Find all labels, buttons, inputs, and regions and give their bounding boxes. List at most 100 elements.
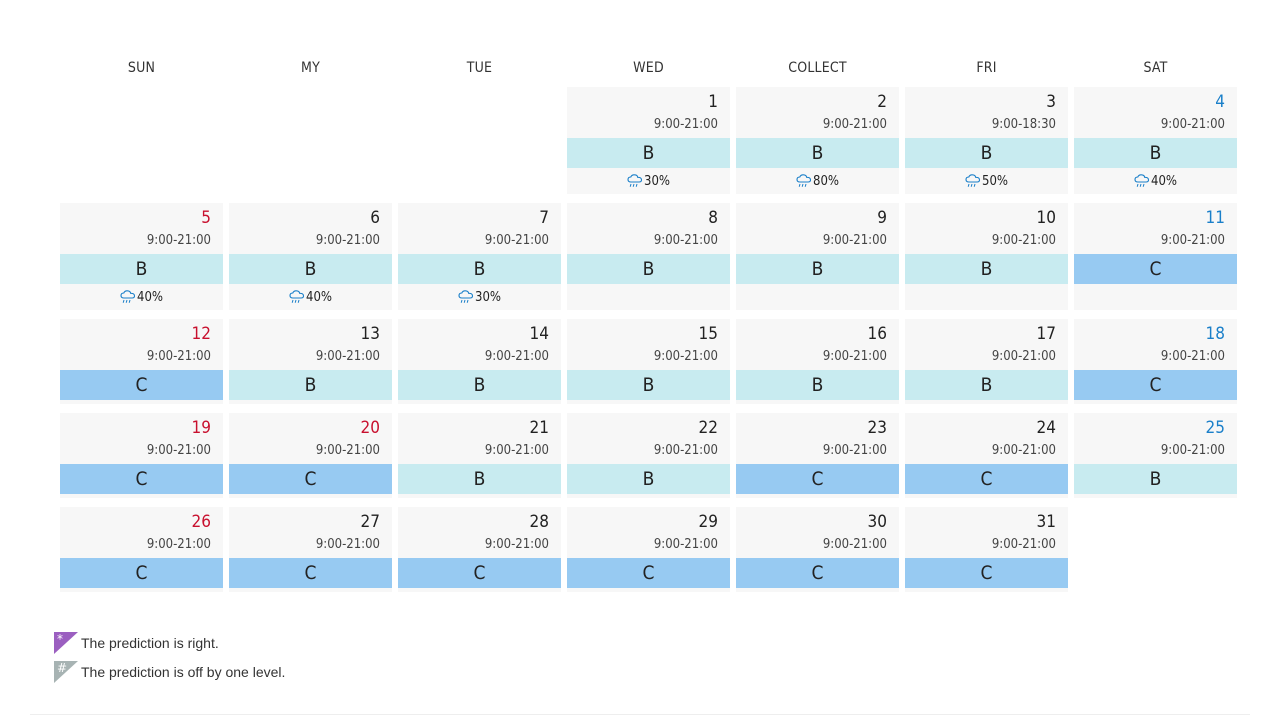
week-row: 19 9:00-21:00 C 20 9:00-21:00 C 21 9:00-21:00 B 2… [60, 413, 1237, 498]
day-number: 20 [360, 418, 380, 438]
rain-forecast-empty [905, 284, 1068, 310]
opening-hours: 9:00-21:00 [653, 233, 718, 248]
day-cell[interactable]: 21 9:00-21:00 B [398, 413, 561, 498]
day-number: 14 [529, 324, 549, 344]
day-cell[interactable]: 11 9:00-21:00 C [1074, 203, 1237, 310]
opening-hours: 9:00-21:00 [991, 233, 1056, 248]
week-row: 1 9:00-21:00 B 30% 2 9:00-21:00 B 80% 3 9:00-18:3… [60, 87, 1237, 194]
day-number: 28 [529, 512, 549, 532]
rain-forecast: 30% [567, 168, 730, 194]
legend-text: The prediction is off by one level. [81, 664, 286, 680]
calendar-grid: 1 9:00-21:00 B 30% 2 9:00-21:00 B 80% 3 9:00-18:3… [60, 87, 1237, 592]
weekday-thu: COLLECT [788, 60, 847, 76]
day-cell[interactable]: 12 9:00-21:00 C [60, 319, 223, 404]
weekday-sat: SAT [1143, 60, 1168, 76]
day-cell[interactable]: 19 9:00-21:00 C [60, 413, 223, 498]
day-cell[interactable]: 27 9:00-21:00 C [229, 507, 392, 592]
week-row: 12 9:00-21:00 C 13 9:00-21:00 B 14 9:00-21:00 B 1… [60, 319, 1237, 404]
day-cell[interactable]: 6 9:00-21:00 B 40% [229, 203, 392, 310]
day-number: 27 [360, 512, 380, 532]
rain-cloud-icon [120, 290, 137, 304]
opening-hours: 9:00-21:00 [146, 233, 211, 248]
opening-hours: 9:00-21:00 [822, 349, 887, 364]
day-cell[interactable]: 31 9:00-21:00 C [905, 507, 1068, 592]
opening-hours: 9:00-21:00 [653, 349, 718, 364]
day-number: 18 [1205, 324, 1225, 344]
day-cell[interactable]: 9 9:00-21:00 B [736, 203, 899, 310]
opening-hours: 9:00-21:00 [146, 443, 211, 458]
day-cell[interactable]: 13 9:00-21:00 B [229, 319, 392, 404]
empty-day-cell [229, 87, 392, 194]
day-number: 26 [191, 512, 211, 532]
day-cell[interactable]: 15 9:00-21:00 B [567, 319, 730, 404]
crowd-level-badge: C [1074, 254, 1237, 284]
day-cell[interactable]: 20 9:00-21:00 C [229, 413, 392, 498]
day-cell[interactable]: 14 9:00-21:00 B [398, 319, 561, 404]
day-cell[interactable]: 3 9:00-18:30 B 50% [905, 87, 1068, 194]
crowd-level-badge: B [736, 254, 899, 284]
day-cell[interactable]: 30 9:00-21:00 C [736, 507, 899, 592]
day-number: 2 [877, 92, 887, 112]
rain-forecast-empty [736, 284, 899, 310]
rain-forecast: 30% [398, 284, 561, 310]
opening-hours: 9:00-21:00 [315, 443, 380, 458]
opening-hours: 9:00-21:00 [315, 233, 380, 248]
crowd-level-badge: B [398, 370, 561, 400]
weekday-header: SUN MY TUE WED COLLECT FRI SAT [60, 52, 1236, 84]
crowd-level-badge: C [736, 464, 899, 494]
day-cell[interactable]: 16 9:00-21:00 B [736, 319, 899, 404]
day-cell[interactable]: 1 9:00-21:00 B 30% [567, 87, 730, 194]
crowd-level-badge: B [736, 370, 899, 400]
day-number: 23 [867, 418, 887, 438]
rain-cloud-icon [1134, 174, 1151, 188]
day-cell[interactable]: 28 9:00-21:00 C [398, 507, 561, 592]
day-cell[interactable]: 8 9:00-21:00 B [567, 203, 730, 310]
crowd-level-badge: B [567, 138, 730, 168]
day-number: 6 [370, 208, 380, 228]
day-number: 8 [708, 208, 718, 228]
day-cell[interactable]: 23 9:00-21:00 C [736, 413, 899, 498]
crowd-level-badge: C [905, 464, 1068, 494]
rain-cloud-icon [796, 174, 813, 188]
rain-forecast: 80% [736, 168, 899, 194]
rain-forecast: 40% [60, 284, 223, 310]
crowd-level-badge: B [398, 254, 561, 284]
opening-hours: 9:00-21:00 [484, 233, 549, 248]
rain-probability: 40% [306, 289, 332, 305]
day-cell[interactable]: 22 9:00-21:00 B [567, 413, 730, 498]
crowd-level-badge: B [736, 138, 899, 168]
empty-day-cell [1074, 507, 1237, 592]
day-number: 1 [708, 92, 718, 112]
day-cell[interactable]: 24 9:00-21:00 C [905, 413, 1068, 498]
opening-hours: 9:00-21:00 [1160, 117, 1225, 132]
day-cell[interactable]: 29 9:00-21:00 C [567, 507, 730, 592]
empty-day-cell [60, 87, 223, 194]
day-cell[interactable]: 17 9:00-21:00 B [905, 319, 1068, 404]
crowd-level-badge: C [229, 464, 392, 494]
opening-hours: 9:00-21:00 [484, 443, 549, 458]
day-cell[interactable]: 25 9:00-21:00 B [1074, 413, 1237, 498]
day-cell[interactable]: 4 9:00-21:00 B 40% [1074, 87, 1237, 194]
day-number: 10 [1036, 208, 1056, 228]
opening-hours: 9:00-21:00 [653, 443, 718, 458]
opening-hours: 9:00-21:00 [991, 349, 1056, 364]
calendar: SUN MY TUE WED COLLECT FRI SAT 1 9:00-21:… [60, 52, 1237, 592]
day-number: 4 [1215, 92, 1225, 112]
crowd-level-badge: B [905, 138, 1068, 168]
day-cell[interactable]: 5 9:00-21:00 B 40% [60, 203, 223, 310]
day-cell[interactable]: 18 9:00-21:00 C [1074, 319, 1237, 404]
day-number: 7 [539, 208, 549, 228]
day-cell[interactable]: 2 9:00-21:00 B 80% [736, 87, 899, 194]
legend-text: The prediction is right. [81, 635, 219, 651]
day-number: 19 [191, 418, 211, 438]
crowd-level-badge: C [736, 558, 899, 588]
day-cell[interactable]: 10 9:00-21:00 B [905, 203, 1068, 310]
day-cell[interactable]: 7 9:00-21:00 B 30% [398, 203, 561, 310]
opening-hours: 9:00-21:00 [991, 537, 1056, 552]
crowd-level-badge: C [60, 558, 223, 588]
crowd-level-badge: C [398, 558, 561, 588]
opening-hours: 9:00-21:00 [653, 117, 718, 132]
crowd-level-badge: B [1074, 138, 1237, 168]
crowd-level-badge: B [905, 370, 1068, 400]
day-cell[interactable]: 26 9:00-21:00 C [60, 507, 223, 592]
